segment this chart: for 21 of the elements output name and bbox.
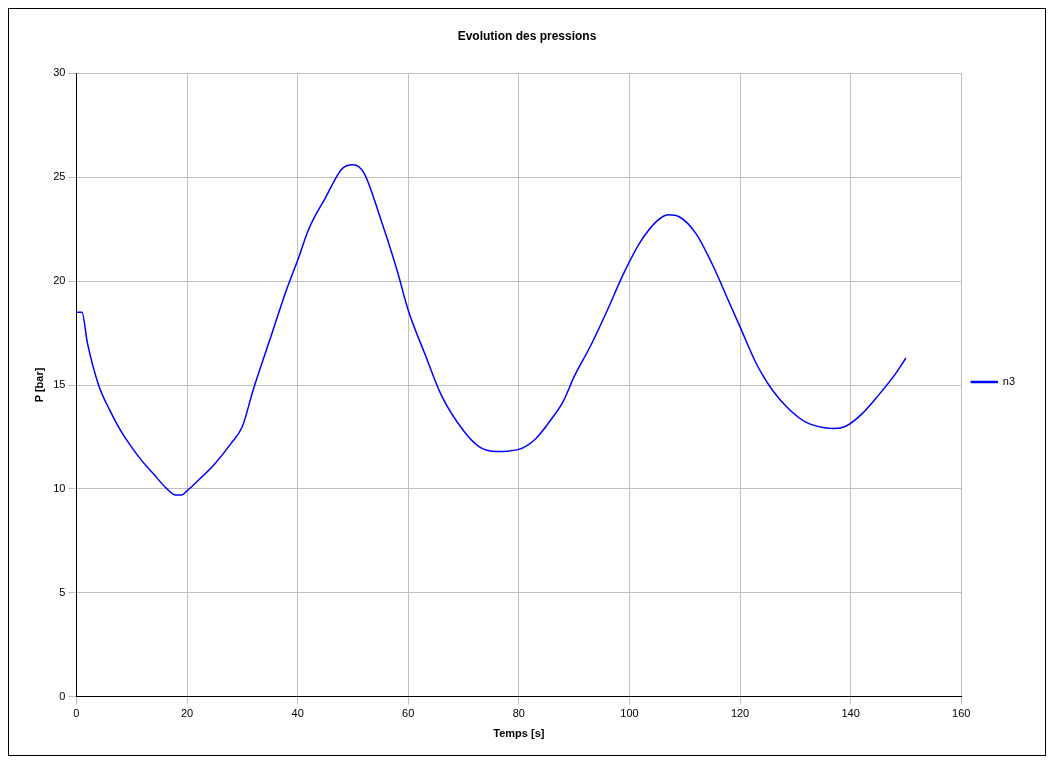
x-axis-title: Temps [s] xyxy=(493,727,545,740)
legend-label: n3 xyxy=(1002,375,1016,388)
x-tick-label: 20 xyxy=(180,707,194,720)
y-tick-label: 5 xyxy=(59,585,66,598)
y-tick-label: 10 xyxy=(53,481,66,494)
x-tick-label: 60 xyxy=(402,707,415,720)
x-tick-label: 140 xyxy=(841,707,860,720)
y-tick-label: 15 xyxy=(53,378,66,391)
y-axis-title: P [bar] xyxy=(32,367,45,403)
y-tick-label: 0 xyxy=(59,689,66,702)
y-tick-label: 20 xyxy=(53,274,66,287)
x-tick-label: 160 xyxy=(952,707,971,720)
chart-title: Evolution des pressions xyxy=(457,28,597,43)
x-tick-label: 0 xyxy=(73,707,80,720)
x-tick-label: 120 xyxy=(730,707,750,720)
line-series xyxy=(76,164,907,496)
x-tick-label: 80 xyxy=(512,707,525,720)
y-tick-label: 30 xyxy=(53,66,66,79)
y-tick-label: 25 xyxy=(53,170,66,183)
x-tick-label: 40 xyxy=(291,707,304,720)
x-tick-label: 100 xyxy=(620,707,639,720)
